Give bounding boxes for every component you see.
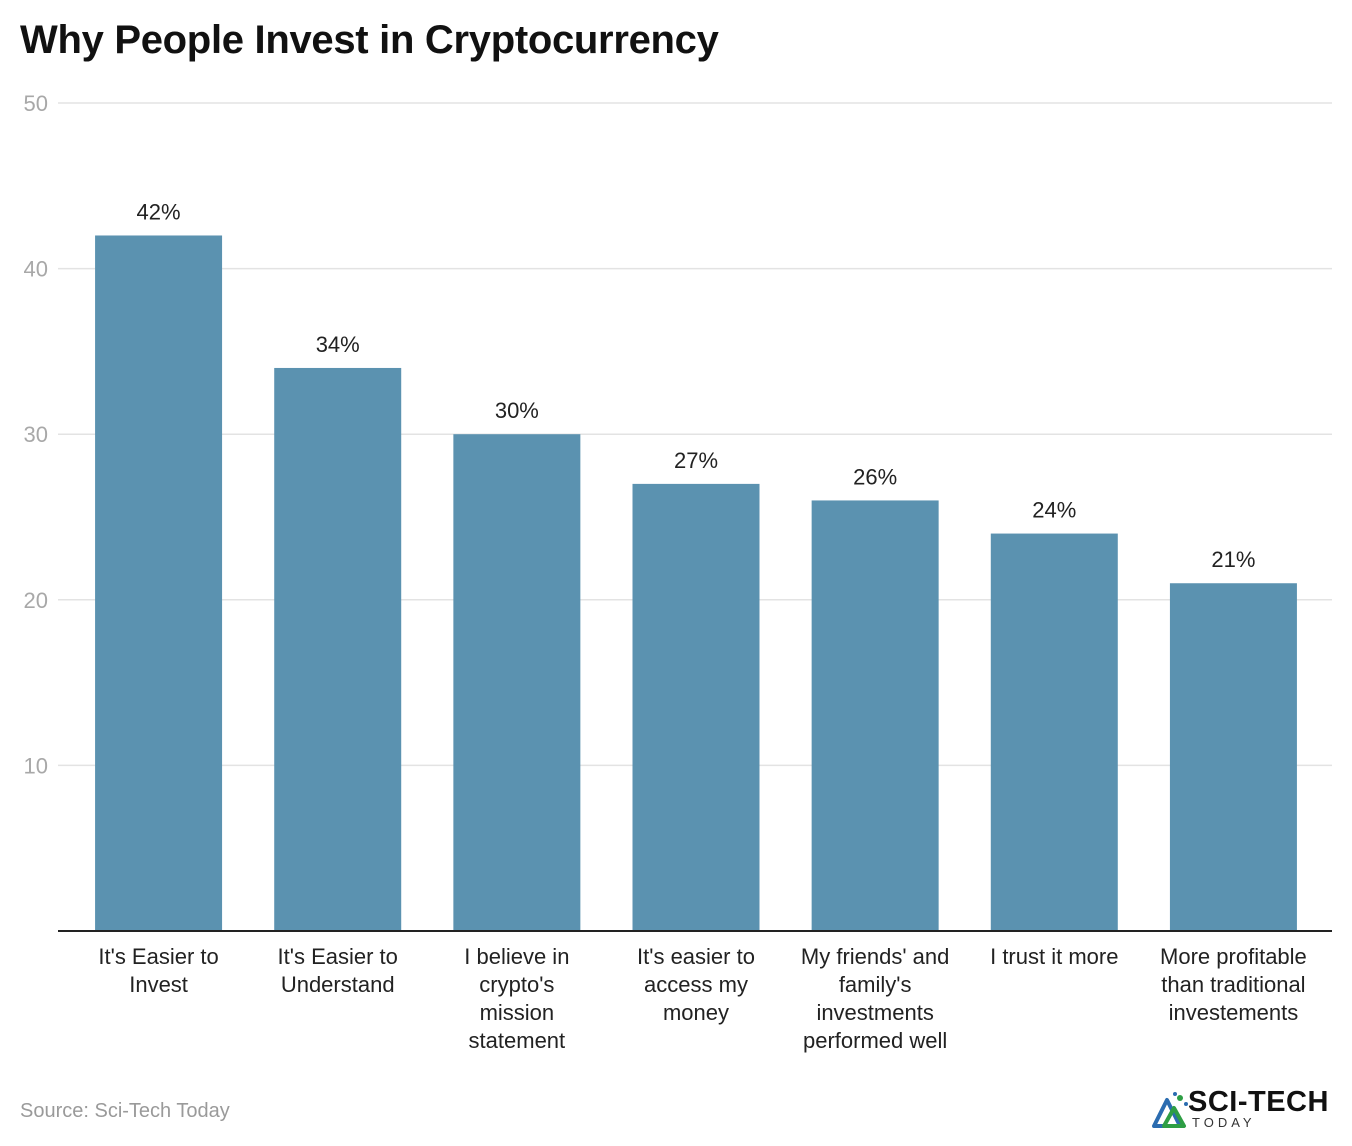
brand-logo: SCI-TECH TODAY xyxy=(1150,1086,1335,1134)
data-label: 30% xyxy=(495,398,539,423)
sci-tech-logo-icon xyxy=(1152,1092,1188,1128)
bar-chart: 10 20 30 40 50 42% It's Easier to Invest 34% It's… xyxy=(24,91,1332,1053)
y-tick-label: 30 xyxy=(24,422,48,447)
y-tick-label: 20 xyxy=(24,588,48,613)
chart-title: Why People Invest in Cryptocurrency xyxy=(20,18,719,62)
bar xyxy=(990,533,1118,931)
bar xyxy=(274,367,402,932)
data-label: 34% xyxy=(316,332,360,357)
x-tick-label: It's Easier to Understand xyxy=(278,944,398,997)
x-tick-label: It's Easier to Invest xyxy=(98,944,218,997)
x-tick-label: I trust it more xyxy=(990,944,1118,969)
source-note: Source: Sci-Tech Today xyxy=(20,1100,230,1122)
data-label: 24% xyxy=(1032,498,1076,523)
y-tick-label: 10 xyxy=(24,753,48,778)
logo-wordmark: SCI-TECH xyxy=(1188,1086,1329,1118)
data-label: 21% xyxy=(1211,547,1255,572)
bar xyxy=(632,483,760,931)
data-label: 27% xyxy=(674,448,718,473)
x-tick-label: More profitable than traditional investeme… xyxy=(1160,944,1307,1025)
x-tick-label: My friends' and family's investments perfor… xyxy=(801,944,950,1053)
data-label: 26% xyxy=(853,464,897,489)
x-tick-label: I believe in crypto's mission statement xyxy=(464,944,569,1053)
y-tick-label: 50 xyxy=(24,91,48,116)
bar xyxy=(1169,583,1297,931)
y-tick-label: 40 xyxy=(24,257,48,282)
bar xyxy=(453,434,581,931)
logo-subtitle: TODAY xyxy=(1192,1115,1256,1130)
data-label: 42% xyxy=(137,199,181,224)
bar xyxy=(811,500,939,931)
x-tick-label: It's easier to access my money xyxy=(637,944,755,1025)
bar xyxy=(95,235,223,932)
